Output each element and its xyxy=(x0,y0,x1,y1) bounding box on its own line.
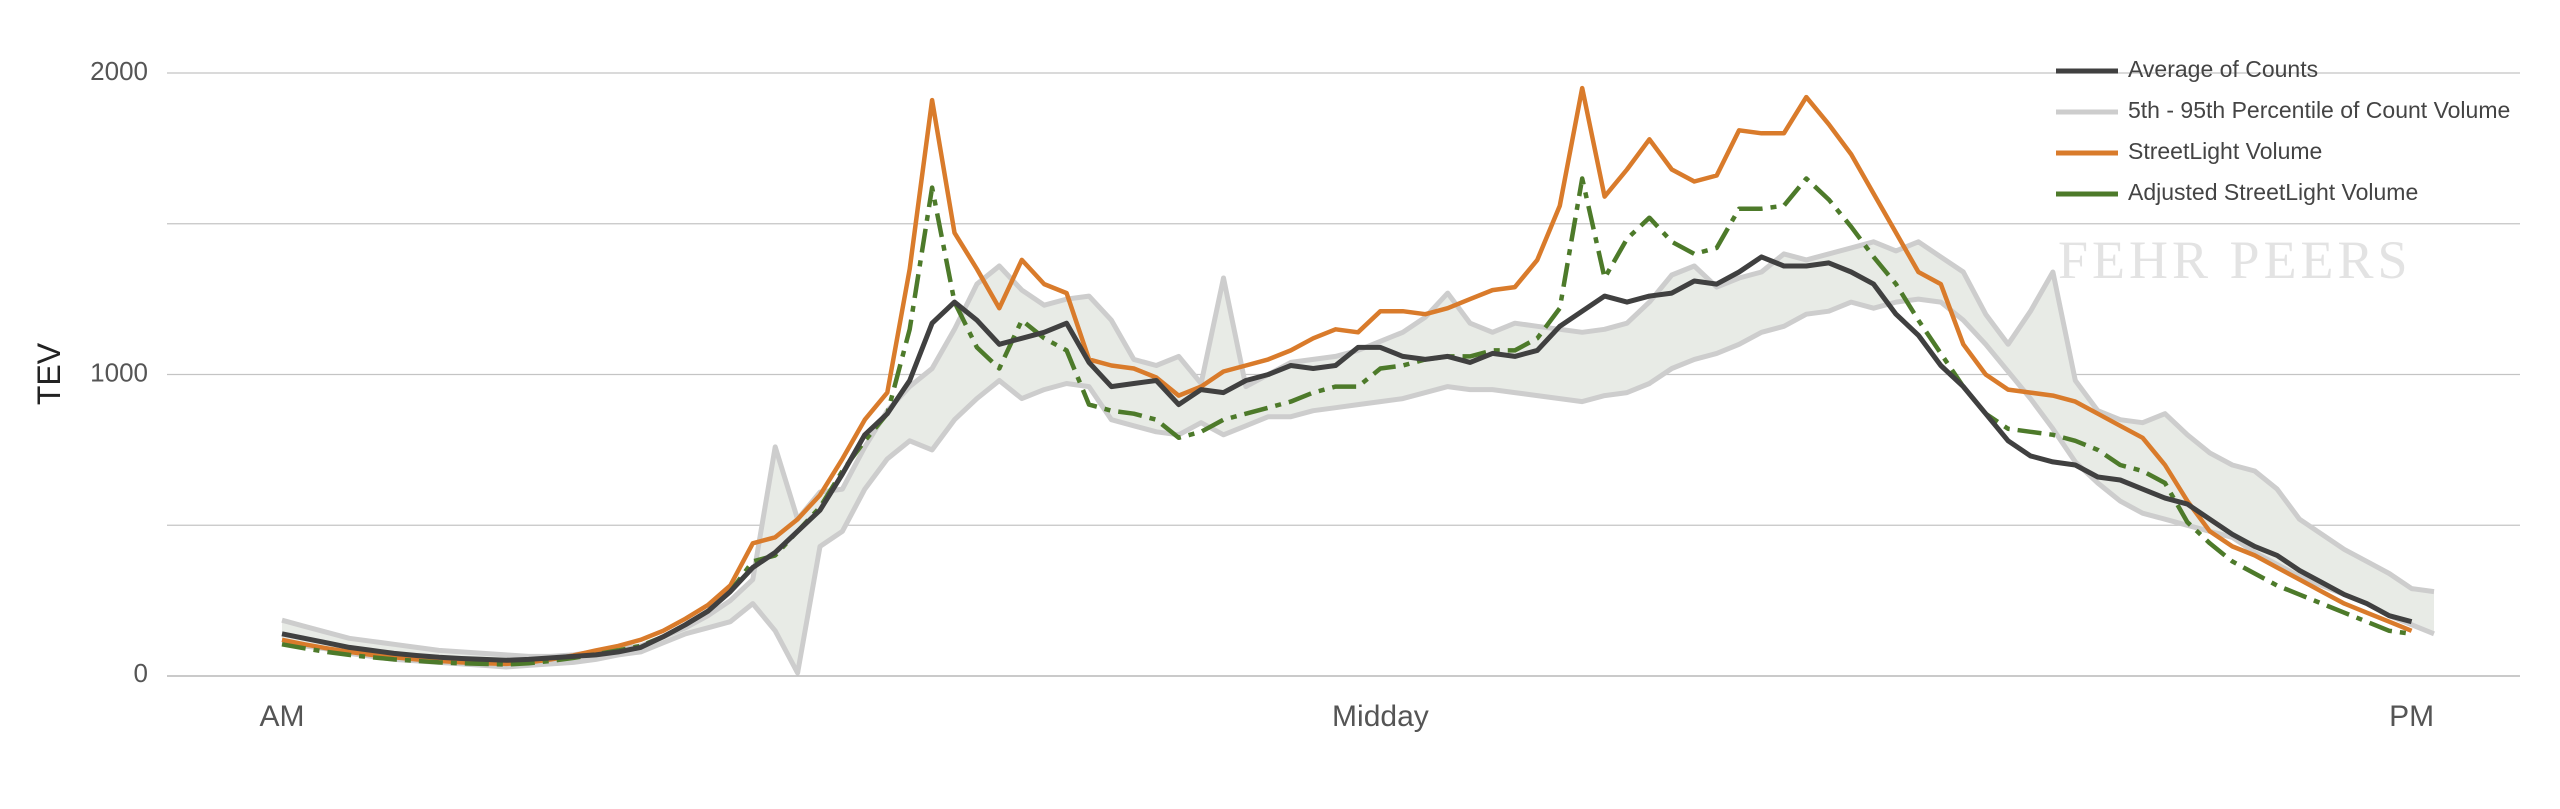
series-line-streetlight xyxy=(281,85,2413,667)
x-tick-labels: AM Midday PM xyxy=(260,700,2435,733)
legend-label: Average of Counts xyxy=(2128,56,2318,82)
y-tick-labels: 0 1000 2000 xyxy=(90,56,148,688)
series-line-5th-percentile xyxy=(281,296,2435,676)
legend-label: StreetLight Volume xyxy=(2128,138,2322,164)
legend: Average of Counts 5th - 95th Percentile o… xyxy=(2056,56,2510,205)
y-axis-title: TEV xyxy=(31,342,67,405)
y-tick-label: 0 xyxy=(134,658,148,688)
legend-label: 5th - 95th Percentile of Count Volume xyxy=(2128,97,2510,123)
series-line-average xyxy=(281,254,2413,663)
x-tick-label: AM xyxy=(260,700,305,733)
series-lines xyxy=(281,85,2413,667)
x-tick-label: PM xyxy=(2389,700,2434,733)
legend-label: Adjusted StreetLight Volume xyxy=(2128,179,2418,205)
watermark-logo: FEHR PEERS xyxy=(2058,230,2412,290)
y-tick-label: 1000 xyxy=(90,357,148,387)
y-tick-label: 2000 xyxy=(90,56,148,86)
x-tick-label: Midday xyxy=(1332,700,1429,733)
